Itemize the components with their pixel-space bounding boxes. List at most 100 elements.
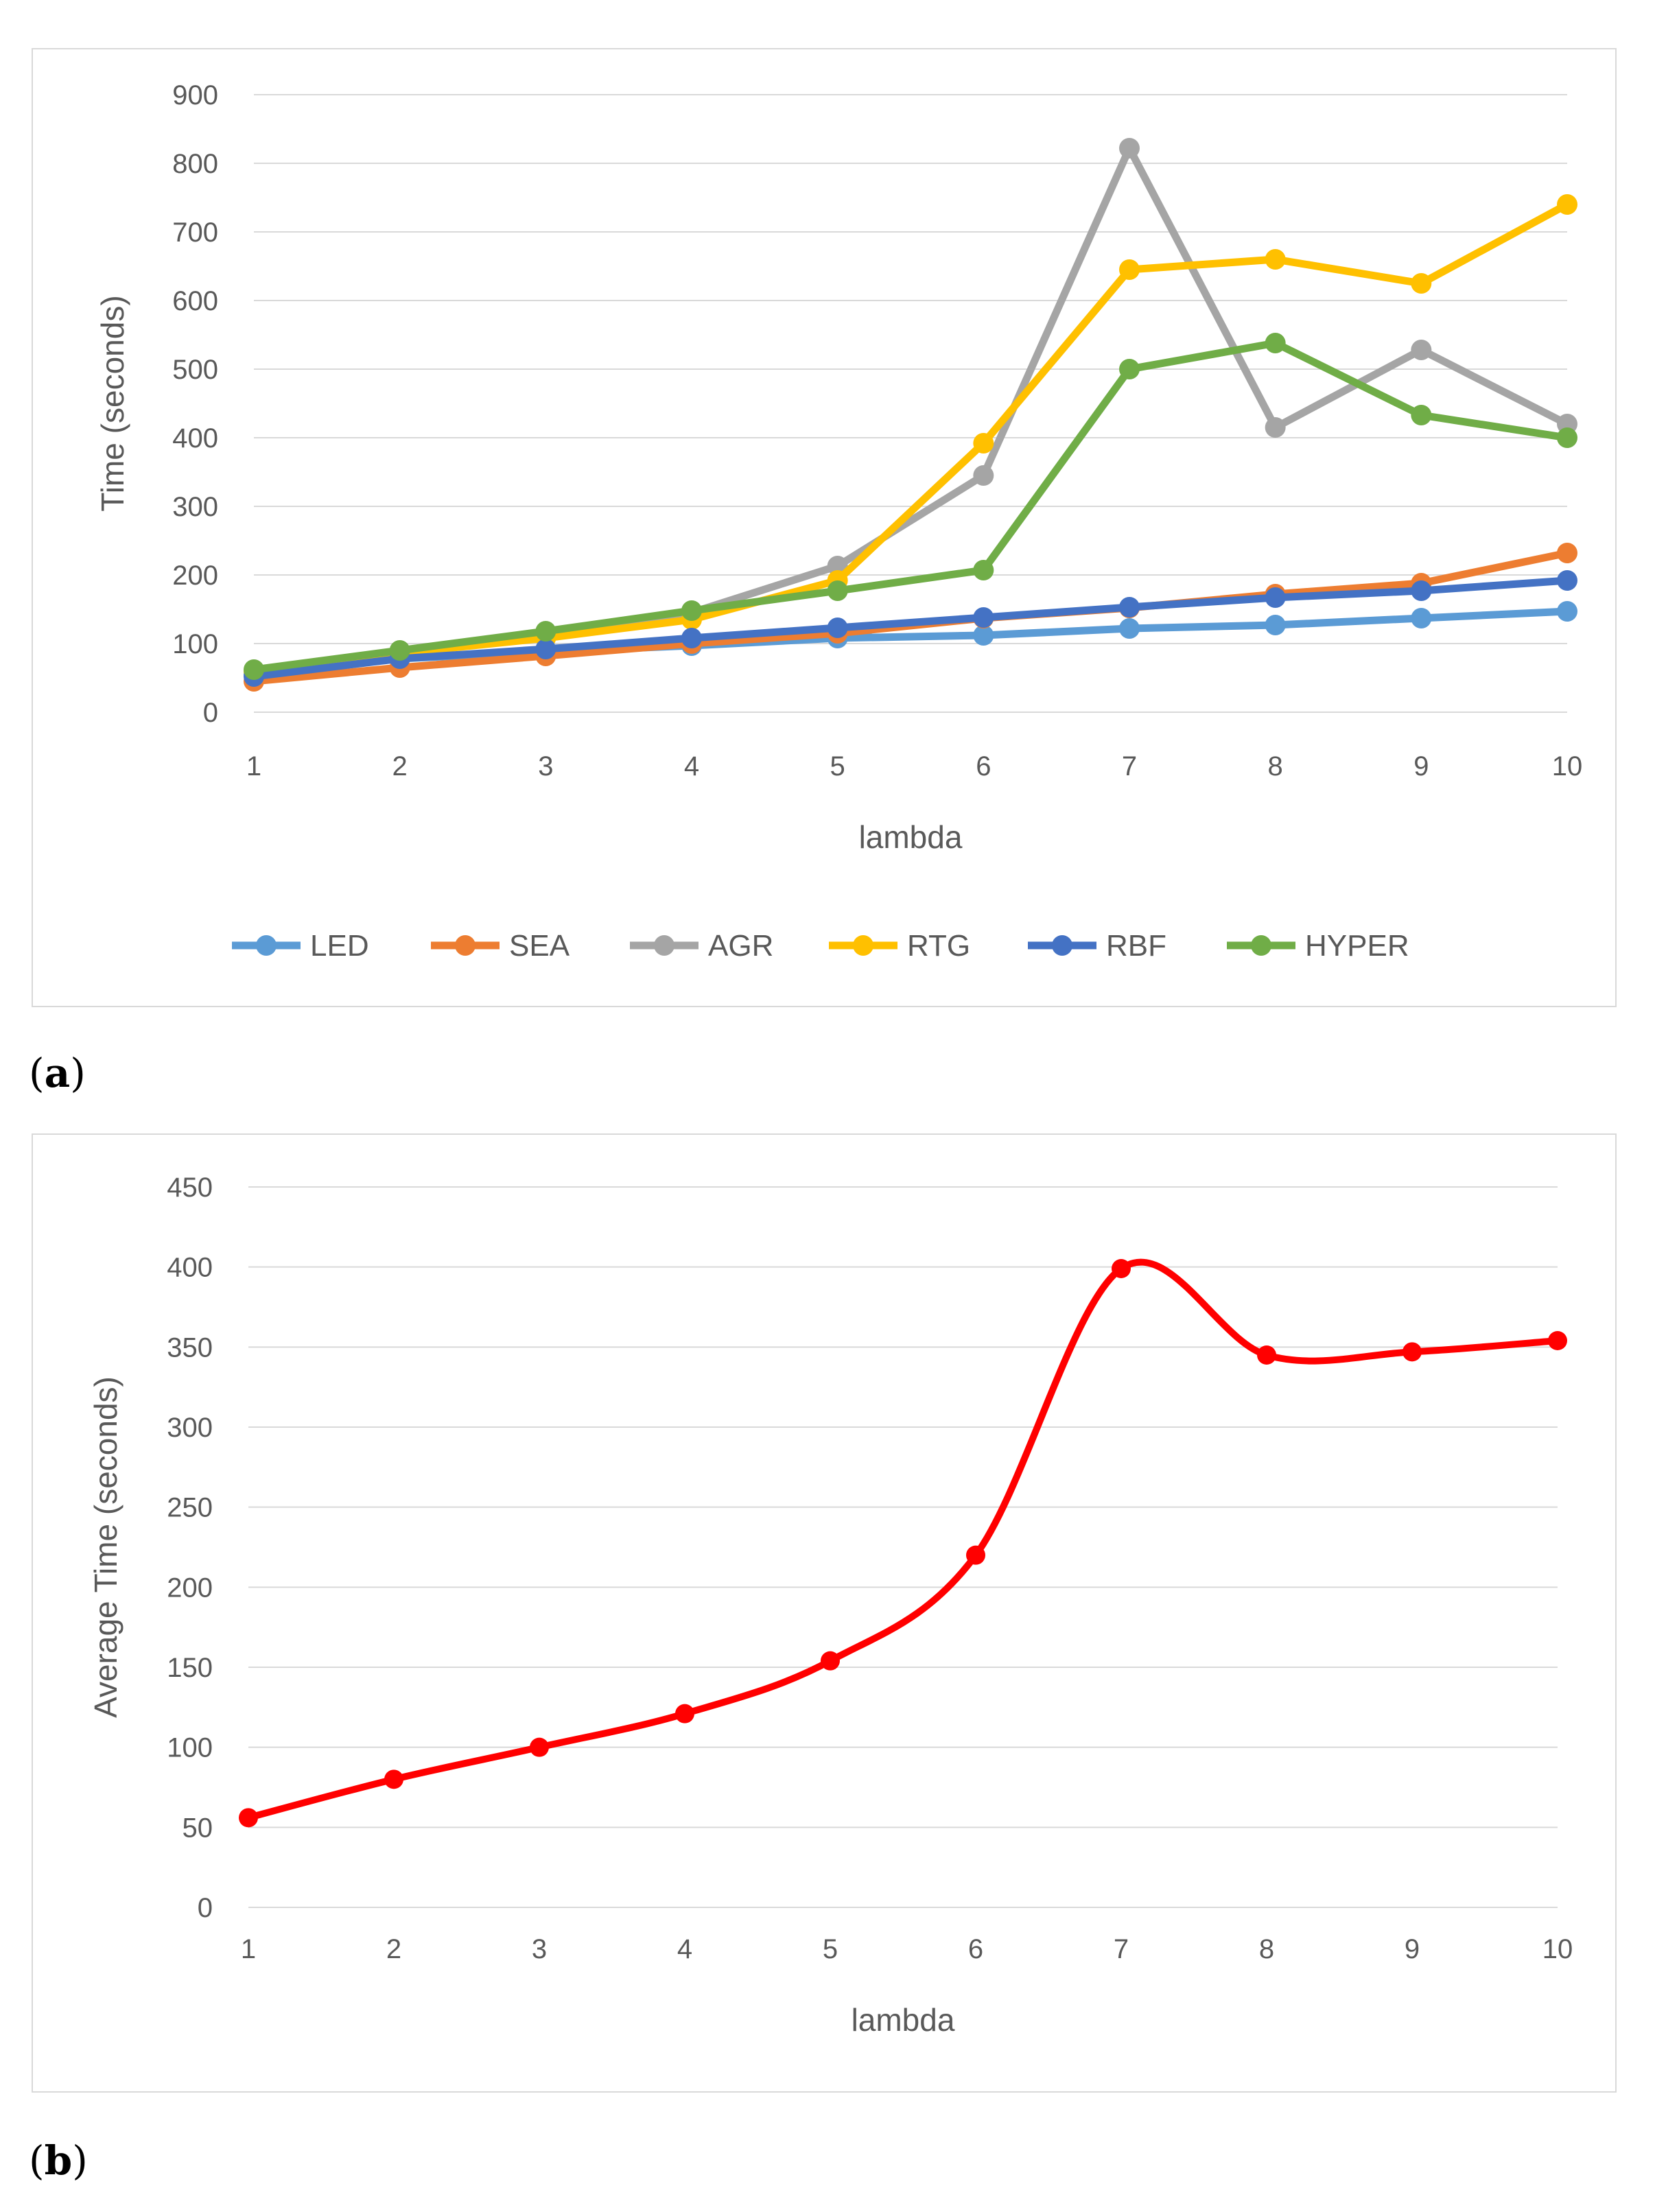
chart-a-x-tick-label: 8 (1268, 751, 1283, 781)
chart-a-series-rtg-point (1557, 194, 1577, 215)
chart-b-y-tick-label: 350 (167, 1332, 213, 1363)
chart-a-legend-label: HYPER (1305, 929, 1409, 963)
chart-a-legend-marker (853, 935, 873, 956)
chart-b-y-tick-label: 100 (167, 1733, 213, 1763)
chart-a-y-tick-label: 200 (172, 561, 218, 591)
chart-b: 0 50 100 150 200 250 300 350 400 450 1 2 3 4 5 6 7 8 9 10 la… (88, 1173, 1573, 2038)
chart-a-legend-item-hyper: HYPER (1227, 929, 1409, 963)
chart-a-legend-marker (256, 935, 277, 956)
chart-b-series-average-point (1402, 1342, 1422, 1362)
chart-a-legend-marker (455, 935, 476, 956)
chart-a-x-tick-label: 3 (538, 751, 553, 781)
chart-a-series-rbf-point (535, 639, 556, 659)
chart-a-series-agr-point (1119, 138, 1140, 158)
chart-a-y-tick-label: 600 (172, 286, 218, 316)
chart-a-legend-label: SEA (509, 929, 570, 963)
chart-b-series-average-line (245, 1258, 1561, 1822)
chart-b-y-tick-label: 250 (167, 1493, 213, 1523)
chart-b-y-tick-label: 400 (167, 1253, 213, 1283)
chart-a-series-hyper-point (244, 659, 264, 680)
chart-a-series-sea-point (1557, 543, 1577, 563)
chart-b-y-tick-label: 200 (167, 1573, 213, 1603)
chart-a-series-rtg-point (973, 433, 994, 454)
chart-b-x-tick-label: 5 (823, 1934, 838, 1964)
chart-a-series-led-point (1265, 615, 1286, 635)
chart-b-x-tick-label: 9 (1405, 1934, 1420, 1964)
chart-a-series-rbf-point (1557, 570, 1577, 591)
chart-a-x-tick-label: 5 (830, 751, 845, 781)
chart-a-series-rbf-point (1119, 597, 1140, 617)
chart-b-x-tick-label: 4 (677, 1934, 692, 1964)
chart-b-x-tick-label: 7 (1114, 1934, 1129, 1964)
panel-label-b-text: b (44, 2137, 73, 2184)
panel-label-b: (b) (29, 2137, 88, 2184)
chart-b-series-average-point (239, 1808, 258, 1828)
chart-a-series-rtg-point (1411, 273, 1432, 294)
chart-a-x-axis-title: lambda (859, 819, 963, 855)
chart-a-series-agr-point (1265, 417, 1286, 438)
chart-a-legend-marker (1052, 935, 1072, 956)
chart-a-x-tick-label: 9 (1413, 751, 1429, 781)
chart-a-legend-label: LED (310, 929, 369, 963)
chart-b-x-tick-label: 3 (532, 1934, 547, 1964)
chart-a-series-led-point (1557, 601, 1577, 622)
chart-a-series-hyper-point (1265, 333, 1286, 353)
chart-b-x-tick-label: 2 (386, 1934, 401, 1964)
chart-a-series-hyper-line (250, 339, 1571, 674)
chart-a-series-hyper-point (973, 560, 994, 580)
chart-a-series-rtg-point (1119, 259, 1140, 280)
chart-panel-b: 0 50 100 150 200 250 300 350 400 450 1 2 3 4 5 6 7 8 9 10 la… (32, 1133, 1617, 2093)
chart-a-series-hyper-point (1119, 359, 1140, 379)
chart-b-series-average-point (1548, 1331, 1567, 1350)
chart-a-series-rbf-point (1265, 587, 1286, 608)
chart-b-series-average-point (1112, 1259, 1131, 1278)
chart-a-series-agr-point (1411, 340, 1432, 360)
chart-a-y-tick-label: 0 (203, 698, 218, 728)
chart-a-series-hyper-point (389, 640, 410, 661)
chart-a-y-tick-label: 900 (172, 80, 218, 110)
chart-a-series-rbf-line (250, 576, 1571, 681)
chart-a-legend-item-sea: SEA (431, 929, 570, 963)
chart-a-legend-item-rbf: RBF (1028, 929, 1166, 963)
chart-a-y-tick-label: 700 (172, 217, 218, 248)
chart-b-x-axis-title: lambda (852, 2002, 955, 2038)
chart-a-y-tick-label: 100 (172, 629, 218, 659)
chart-a-series-rtg-point (1265, 249, 1286, 270)
chart-a-series-rbf-point (827, 617, 848, 638)
chart-a-legend-label: RBF (1106, 929, 1166, 963)
chart-a-y-tick-label: 800 (172, 149, 218, 179)
chart-a-y-axis-title: Time (seconds) (95, 295, 130, 511)
chart-a-y-tick-label: 400 (172, 423, 218, 454)
chart-b-series-average-point (384, 1769, 403, 1789)
chart-b-x-tick-label: 8 (1259, 1934, 1274, 1964)
chart-a-legend-item-rtg: RTG (829, 929, 970, 963)
chart-a-legend-marker (654, 935, 674, 956)
chart-a-series-agr-point (973, 465, 994, 486)
panel-label-a: (a) (29, 1050, 86, 1096)
chart-a-legend-item-led: LED (232, 929, 369, 963)
chart-a-x-tick-label: 10 (1552, 751, 1583, 781)
chart-a-x-tick-label: 1 (246, 751, 261, 781)
chart-b-series-average-point (675, 1704, 694, 1723)
chart-b-y-axis-title: Average Time (seconds) (88, 1376, 124, 1718)
chart-b-y-tick-label: 450 (167, 1173, 213, 1203)
chart-b-series-average-point (966, 1545, 985, 1565)
chart-a-x-tick-label: 4 (684, 751, 699, 781)
chart-a-legend-item-agr: AGR (630, 929, 773, 963)
chart-a-series-hyper-point (1557, 427, 1577, 448)
chart-a-series-rtg-line (250, 200, 1571, 675)
chart-a-series-hyper-point (681, 600, 702, 621)
panel-label-a-text: a (44, 1050, 71, 1096)
chart-a-series-rbf-point (1411, 580, 1432, 601)
chart-panel-a: 0 100 200 300 400 500 600 700 800 900 1 2 3 4 5 6 7 8 9 10 l… (32, 48, 1617, 1007)
chart-b-x-tick-label: 1 (241, 1934, 256, 1964)
chart-a-x-tick-label: 7 (1122, 751, 1137, 781)
chart-b-y-tick-label: 0 (198, 1893, 213, 1923)
chart-b-y-tick-label: 50 (183, 1813, 213, 1843)
chart-a-x-tick-label: 6 (976, 751, 991, 781)
chart-a-series-led-point (973, 625, 994, 646)
chart-a-y-tick-label: 300 (172, 492, 218, 522)
chart-a-series-led-point (1119, 618, 1140, 639)
chart-b-y-tick-label: 150 (167, 1653, 213, 1683)
chart-a-series-rbf-point (973, 607, 994, 628)
